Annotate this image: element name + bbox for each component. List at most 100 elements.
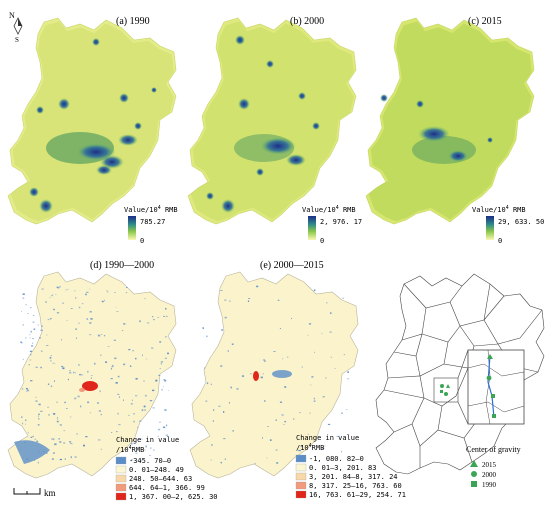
change-pixel [275,419,277,421]
change-pixel [38,413,40,415]
change-pixel [50,355,52,357]
change-pixel [48,414,50,416]
change-pixel [117,412,119,415]
compass-n: N [9,11,15,20]
change-pixel [204,367,206,369]
change-pixel [32,342,34,344]
change-pixel [77,395,80,398]
change-pixel [327,423,331,425]
change-pixel [58,438,60,440]
change-pixel [126,287,128,288]
change-pixel [54,443,57,446]
circle-icon [471,471,477,477]
change-pixel [346,409,348,410]
change-pixel [75,328,77,330]
change-pixel [63,430,66,432]
change-pixel [51,458,54,460]
colorbar-c: Value/104 RMB 29, 633. 50 0 [472,205,544,245]
change-pixel [141,409,144,411]
change-pixel [310,384,312,386]
change-pixel [59,424,62,426]
change-pixel [31,345,34,347]
legend-swatch [295,481,307,490]
svg-text:/104RMB: /104RMB [296,443,324,452]
change-pixel [30,307,32,309]
change-pixel [260,376,263,379]
change-pixel [161,389,163,391]
change-pixel [287,356,289,358]
change-pixel [330,356,332,358]
change-pixel [113,339,116,341]
change-pixel [163,315,166,317]
change-pixel [165,307,167,310]
change-pixel [55,294,57,296]
change-pixel [34,438,37,440]
change-pixel [69,441,72,443]
change-pixel [277,299,280,301]
change-pixel [263,359,265,361]
change-pixel [324,445,326,447]
change-pixel [89,322,92,324]
change-pixel [69,370,71,372]
change-pixel [22,293,25,295]
change-pixel [24,423,26,425]
change-pixel [152,407,155,409]
change-pixel [165,434,169,436]
legend-class-label: -1, 080. 82—0 [309,455,364,463]
change-pixel [264,400,266,402]
change-pixel [140,460,142,462]
change-pixel [273,351,276,352]
colorbar-a: Value/104 RMB 785.27 0 [124,205,178,245]
change-pixel [159,341,162,343]
change-pixel [59,458,62,461]
change-pixel [76,337,77,339]
legend-class-label: 644. 64—1, 366. 99 [129,484,205,492]
change-pixel [139,320,141,323]
change-pixel [117,375,120,378]
change-pixel [164,357,167,359]
change-pixel [67,378,69,381]
change-pixel [85,293,87,296]
change-pixel [32,338,34,340]
change-pixel [206,335,208,338]
change-pixel [133,413,135,415]
triangle-icon [470,460,478,467]
change-speckle-d [20,285,169,464]
change-pixel [299,412,301,414]
legend-swatch [115,465,127,474]
change-pixel [100,413,102,416]
change-pixel [40,410,43,412]
change-pixel [22,324,24,326]
change-pixel [61,365,64,368]
change-pixel [101,300,104,303]
gravity-legend: Center of gravity 2015 2000 1990 [466,445,521,489]
legend-e: Change in value /104RMB -1, 080. 82—00. … [295,434,406,499]
change-pixel [279,328,281,329]
change-pixel [276,462,279,464]
change-pixel [111,366,114,368]
map-panel-b: (b) 2000 Value/104 RMB 2, 976. 17 0 [187,16,362,245]
legend-class-label: 0. 01—3, 201. 83 [309,464,376,472]
change-pixel [50,385,53,387]
change-pixel [137,450,139,452]
change-pixel [105,361,107,363]
change-pixel [321,333,323,335]
change-pixel [79,373,82,376]
panel-title-b: (b) 2000 [290,16,324,27]
change-pixel [266,457,268,459]
change-pixel [56,401,58,403]
change-pixel [27,432,29,434]
change-pixel [98,410,101,412]
legend-title-e: Change in value [296,434,359,442]
change-pixel [145,358,148,360]
change-pixel [37,461,39,464]
legend-swatch [295,490,307,499]
change-pixel [151,347,154,349]
change-pixel [279,401,283,403]
change-pixel [150,447,152,449]
change-pixel [247,300,250,302]
change-pixel [36,440,39,443]
change-pixel [224,299,227,301]
compass-s: S [15,36,19,44]
change-pixel [41,325,43,327]
